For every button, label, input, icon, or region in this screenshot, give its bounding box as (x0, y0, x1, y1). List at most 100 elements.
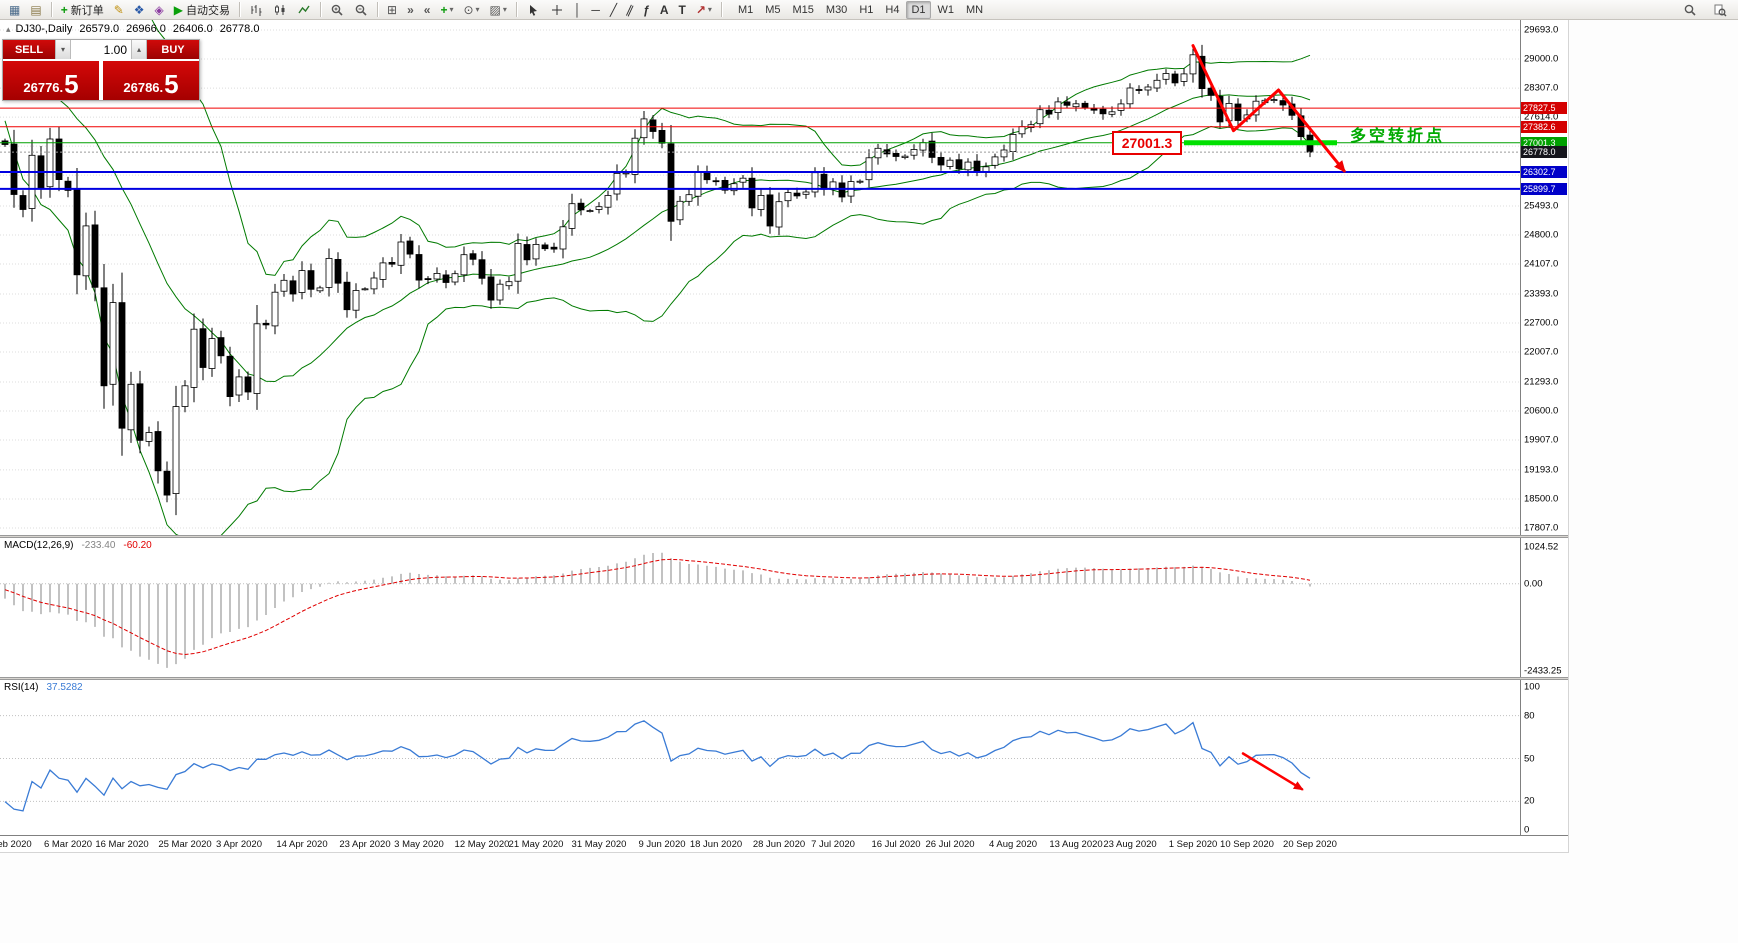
autotrading-button[interactable]: ▶ 自动交易 (170, 0, 234, 20)
main-toolbar: ▦ ▤ + 新订单 ✎ ❖ ◈ ▶ 自动交易 ⊞» «+ ▾ ⊙ ▾ ▨ ▾ │ ─ ╱ ∥ ƒ A T ↗ ▾ M1 M5 M15… (0, 0, 1738, 20)
symbol-search-button[interactable] (1709, 0, 1731, 20)
sell-price-button[interactable]: 26776. 5 (3, 61, 99, 100)
rsi-axis-label: 20 (1524, 795, 1535, 807)
toolbar-separator (720, 2, 722, 17)
zoom-out-button[interactable] (350, 0, 372, 20)
vertical-line-button[interactable]: │ (570, 0, 586, 20)
timeframe-m30[interactable]: M30 (825, 3, 848, 16)
price-axis-label: 22700.0 (1524, 317, 1559, 329)
price-line-badge: 27001.3 (1521, 136, 1567, 149)
date-axis-label: 16 Jul 2020 (871, 839, 921, 850)
rsi-pane-divider[interactable] (0, 677, 1568, 680)
volume-decrease-button[interactable]: ▾ (55, 40, 71, 59)
dropdown-caret-icon: ▾ (502, 5, 507, 14)
text-button[interactable]: A (656, 0, 673, 20)
templates-button[interactable]: ▨ ▾ (486, 0, 511, 20)
price-callout-box[interactable]: 27001.3 (1112, 130, 1182, 155)
dropdown-caret-icon: ▾ (475, 5, 480, 14)
tile-windows-button[interactable]: ⊞ (383, 0, 401, 20)
channel-icon: ∥ (624, 1, 636, 18)
timeframe-d1[interactable]: D1 (906, 0, 931, 19)
timeframe-h4[interactable]: H4 (885, 3, 900, 16)
price-gridlines (0, 29, 1520, 529)
profiles-button[interactable]: ▤ (26, 0, 45, 20)
low-value: 26406.0 (172, 23, 213, 35)
fibonacci-button[interactable]: ƒ (639, 0, 654, 20)
timeframe-h1[interactable]: H1 (859, 3, 874, 16)
toolbar-separator (239, 2, 240, 17)
open-value: 26579.0 (79, 23, 120, 35)
auto-scroll-button[interactable]: » (403, 0, 418, 20)
toolbar-buttons: ▦ ▤ + 新订单 ✎ ❖ ◈ ▶ 自动交易 ⊞» «+ ▾ ⊙ ▾ ▨ ▾ │ ─ ╱ ∥ ƒ A T ↗ ▾ (4, 0, 726, 20)
sell-button[interactable]: SELL (3, 40, 55, 59)
periods-button[interactable]: ⊙ ▾ (459, 0, 483, 20)
auto-scroll-icon: » (407, 2, 414, 17)
date-axis-label: 3 Apr 2020 (216, 839, 262, 850)
community-icon: ❖ (133, 2, 145, 17)
horizontal-line-button[interactable]: ─ (587, 0, 604, 20)
price-axis-label: 25493.0 (1524, 200, 1559, 212)
toolbar-separator (377, 2, 378, 17)
toolbar-right-buttons (1678, 0, 1734, 20)
alerts-icon: ◈ (154, 2, 164, 17)
community-button[interactable]: ❖ (130, 0, 149, 20)
alerts-button[interactable]: ◈ (151, 0, 168, 20)
indicators-button[interactable]: + ▾ (436, 0, 457, 20)
new-chart-button[interactable]: ▦ (5, 0, 24, 20)
timeframe-w1[interactable]: W1 (937, 3, 955, 16)
close-value: 26778.0 (219, 23, 260, 35)
arrows-icon: ↗ (695, 2, 706, 17)
one-click-collapse-arrow[interactable]: ▴ (6, 23, 11, 34)
date-axis-label: 10 Sep 2020 (1220, 839, 1274, 850)
channel-button[interactable]: ∥ (623, 0, 637, 20)
new-order-button[interactable]: + 新订单 (57, 0, 108, 20)
macd-axis-label: -2433.25 (1524, 665, 1562, 677)
timeframe-m15[interactable]: M15 (792, 3, 814, 16)
timeframe-m5[interactable]: M5 (765, 3, 781, 16)
metaeditor-button[interactable]: ✎ (110, 0, 128, 20)
trendline-icon: ╱ (609, 2, 618, 17)
text-icon: A (659, 2, 669, 17)
bar-chart-button[interactable] (245, 0, 267, 20)
toolbar-separator (50, 2, 52, 17)
bollinger-upper-band (151, 20, 1311, 276)
chart-shift-button[interactable]: « (420, 0, 435, 20)
volume-increase-button[interactable]: ▴ (131, 40, 147, 59)
arrows-button[interactable]: ↗ ▾ (692, 0, 716, 20)
line-chart-button[interactable] (293, 0, 315, 20)
price-axis-label: 29000.0 (1524, 53, 1559, 65)
macd-pane-divider[interactable] (0, 535, 1568, 538)
search-button[interactable] (1679, 0, 1701, 20)
timeframe-m1[interactable]: M1 (737, 3, 754, 16)
buy-button[interactable]: BUY (147, 40, 199, 59)
dropdown-caret-icon: ▾ (449, 5, 454, 14)
trendline-button[interactable]: ╱ (606, 0, 621, 20)
chart-shift-icon: « (423, 2, 431, 17)
projection-arrow[interactable] (1191, 44, 1346, 173)
autotrading-icon: ▶ (173, 2, 183, 17)
candlestick-button[interactable] (269, 0, 291, 20)
timeframe-mn[interactable]: MN (966, 3, 984, 16)
rsi-axis-label: 100 (1524, 681, 1540, 693)
new-chart-icon: ▦ (9, 2, 21, 17)
chart-canvas[interactable] (0, 20, 1568, 852)
buy-price-button[interactable]: 26786. 5 (103, 61, 199, 100)
price-axis-label: 19907.0 (1524, 434, 1559, 446)
date-axis-label: 20 Sep 2020 (1283, 839, 1337, 850)
trend-note-text[interactable]: 多空转折点 (1350, 128, 1446, 145)
zoom-in-button[interactable] (326, 0, 348, 20)
cursor-button[interactable] (522, 0, 544, 20)
fibonacci-icon: ƒ (643, 2, 650, 17)
date-axis-label: 26 Feb 2020 (0, 839, 32, 850)
rsi-projection-arrow[interactable] (1241, 752, 1304, 791)
bar-chart-icon (251, 4, 262, 16)
label-button[interactable]: T (675, 0, 690, 20)
date-axis-label: 3 May 2020 (394, 839, 444, 850)
price-axis-label: 21293.0 (1524, 376, 1559, 388)
date-axis-label: 4 Aug 2020 (988, 839, 1038, 850)
crosshair-button[interactable] (546, 0, 568, 20)
volume-input[interactable] (71, 40, 131, 59)
date-axis-label: 28 Jun 2020 (752, 839, 806, 850)
chart-ohlc-title: ▴ DJ30-,Daily 26579.0 26966.0 26406.0 26… (6, 23, 259, 35)
